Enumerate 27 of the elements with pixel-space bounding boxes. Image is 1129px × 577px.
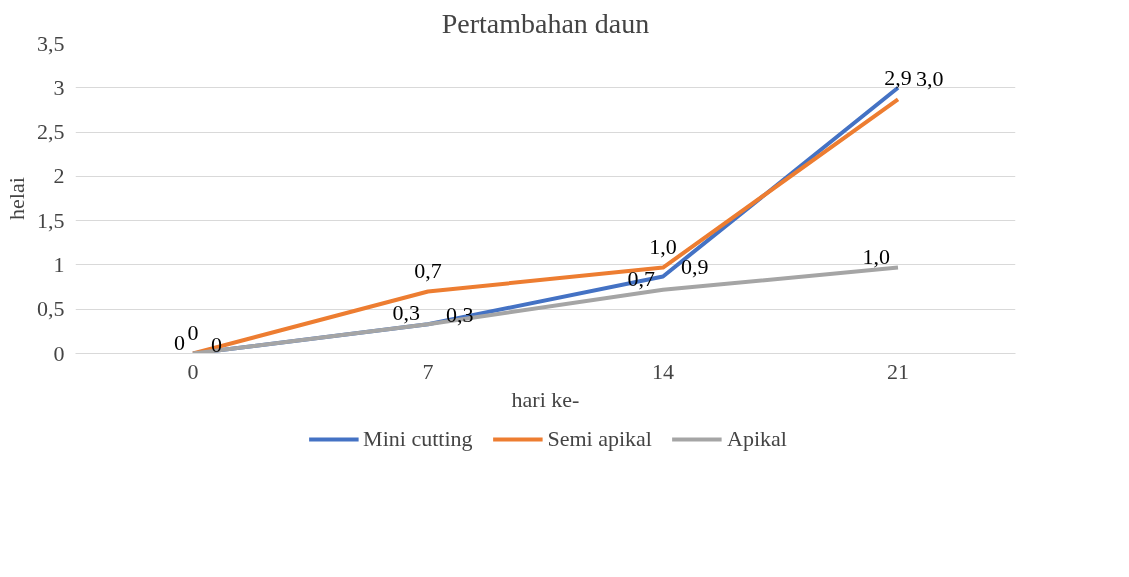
chart-title: Pertambahan daun [441, 7, 650, 39]
x-tick-label: 21 [887, 358, 909, 384]
y-tick-label: 2,5 [37, 119, 65, 145]
y-tick-label: 0 [53, 340, 65, 366]
x-tick-label: 7 [422, 358, 434, 384]
data-label: 0,7 [414, 257, 442, 283]
data-label: 1,0 [862, 243, 890, 269]
data-label: 0,9 [681, 254, 709, 280]
data-label: 0 [174, 329, 185, 355]
x-tick-label: 14 [652, 358, 674, 384]
y-axis-title: helai [4, 177, 29, 220]
x-tick-label: 0 [187, 358, 199, 384]
y-tick-label: 2 [53, 163, 65, 189]
y-tick-label: 1,5 [37, 207, 65, 233]
data-label: 0 [187, 319, 199, 345]
data-label: 2,9 [884, 65, 912, 91]
y-tick-label: 0,5 [37, 296, 65, 322]
data-label: 3,0 [916, 65, 944, 91]
data-label: 0,3 [392, 300, 420, 326]
legend-label: Mini cutting [363, 426, 473, 452]
y-tick-label: 3 [53, 74, 65, 100]
y-tick-label: 1 [53, 251, 65, 277]
legend-label: Apikal [726, 426, 787, 452]
y-tick-label: 3,5 [37, 30, 65, 56]
x-axis-title: hari ke- [511, 386, 580, 412]
data-label: 1,0 [649, 233, 677, 259]
legend-label: Semi apikal [547, 426, 652, 452]
